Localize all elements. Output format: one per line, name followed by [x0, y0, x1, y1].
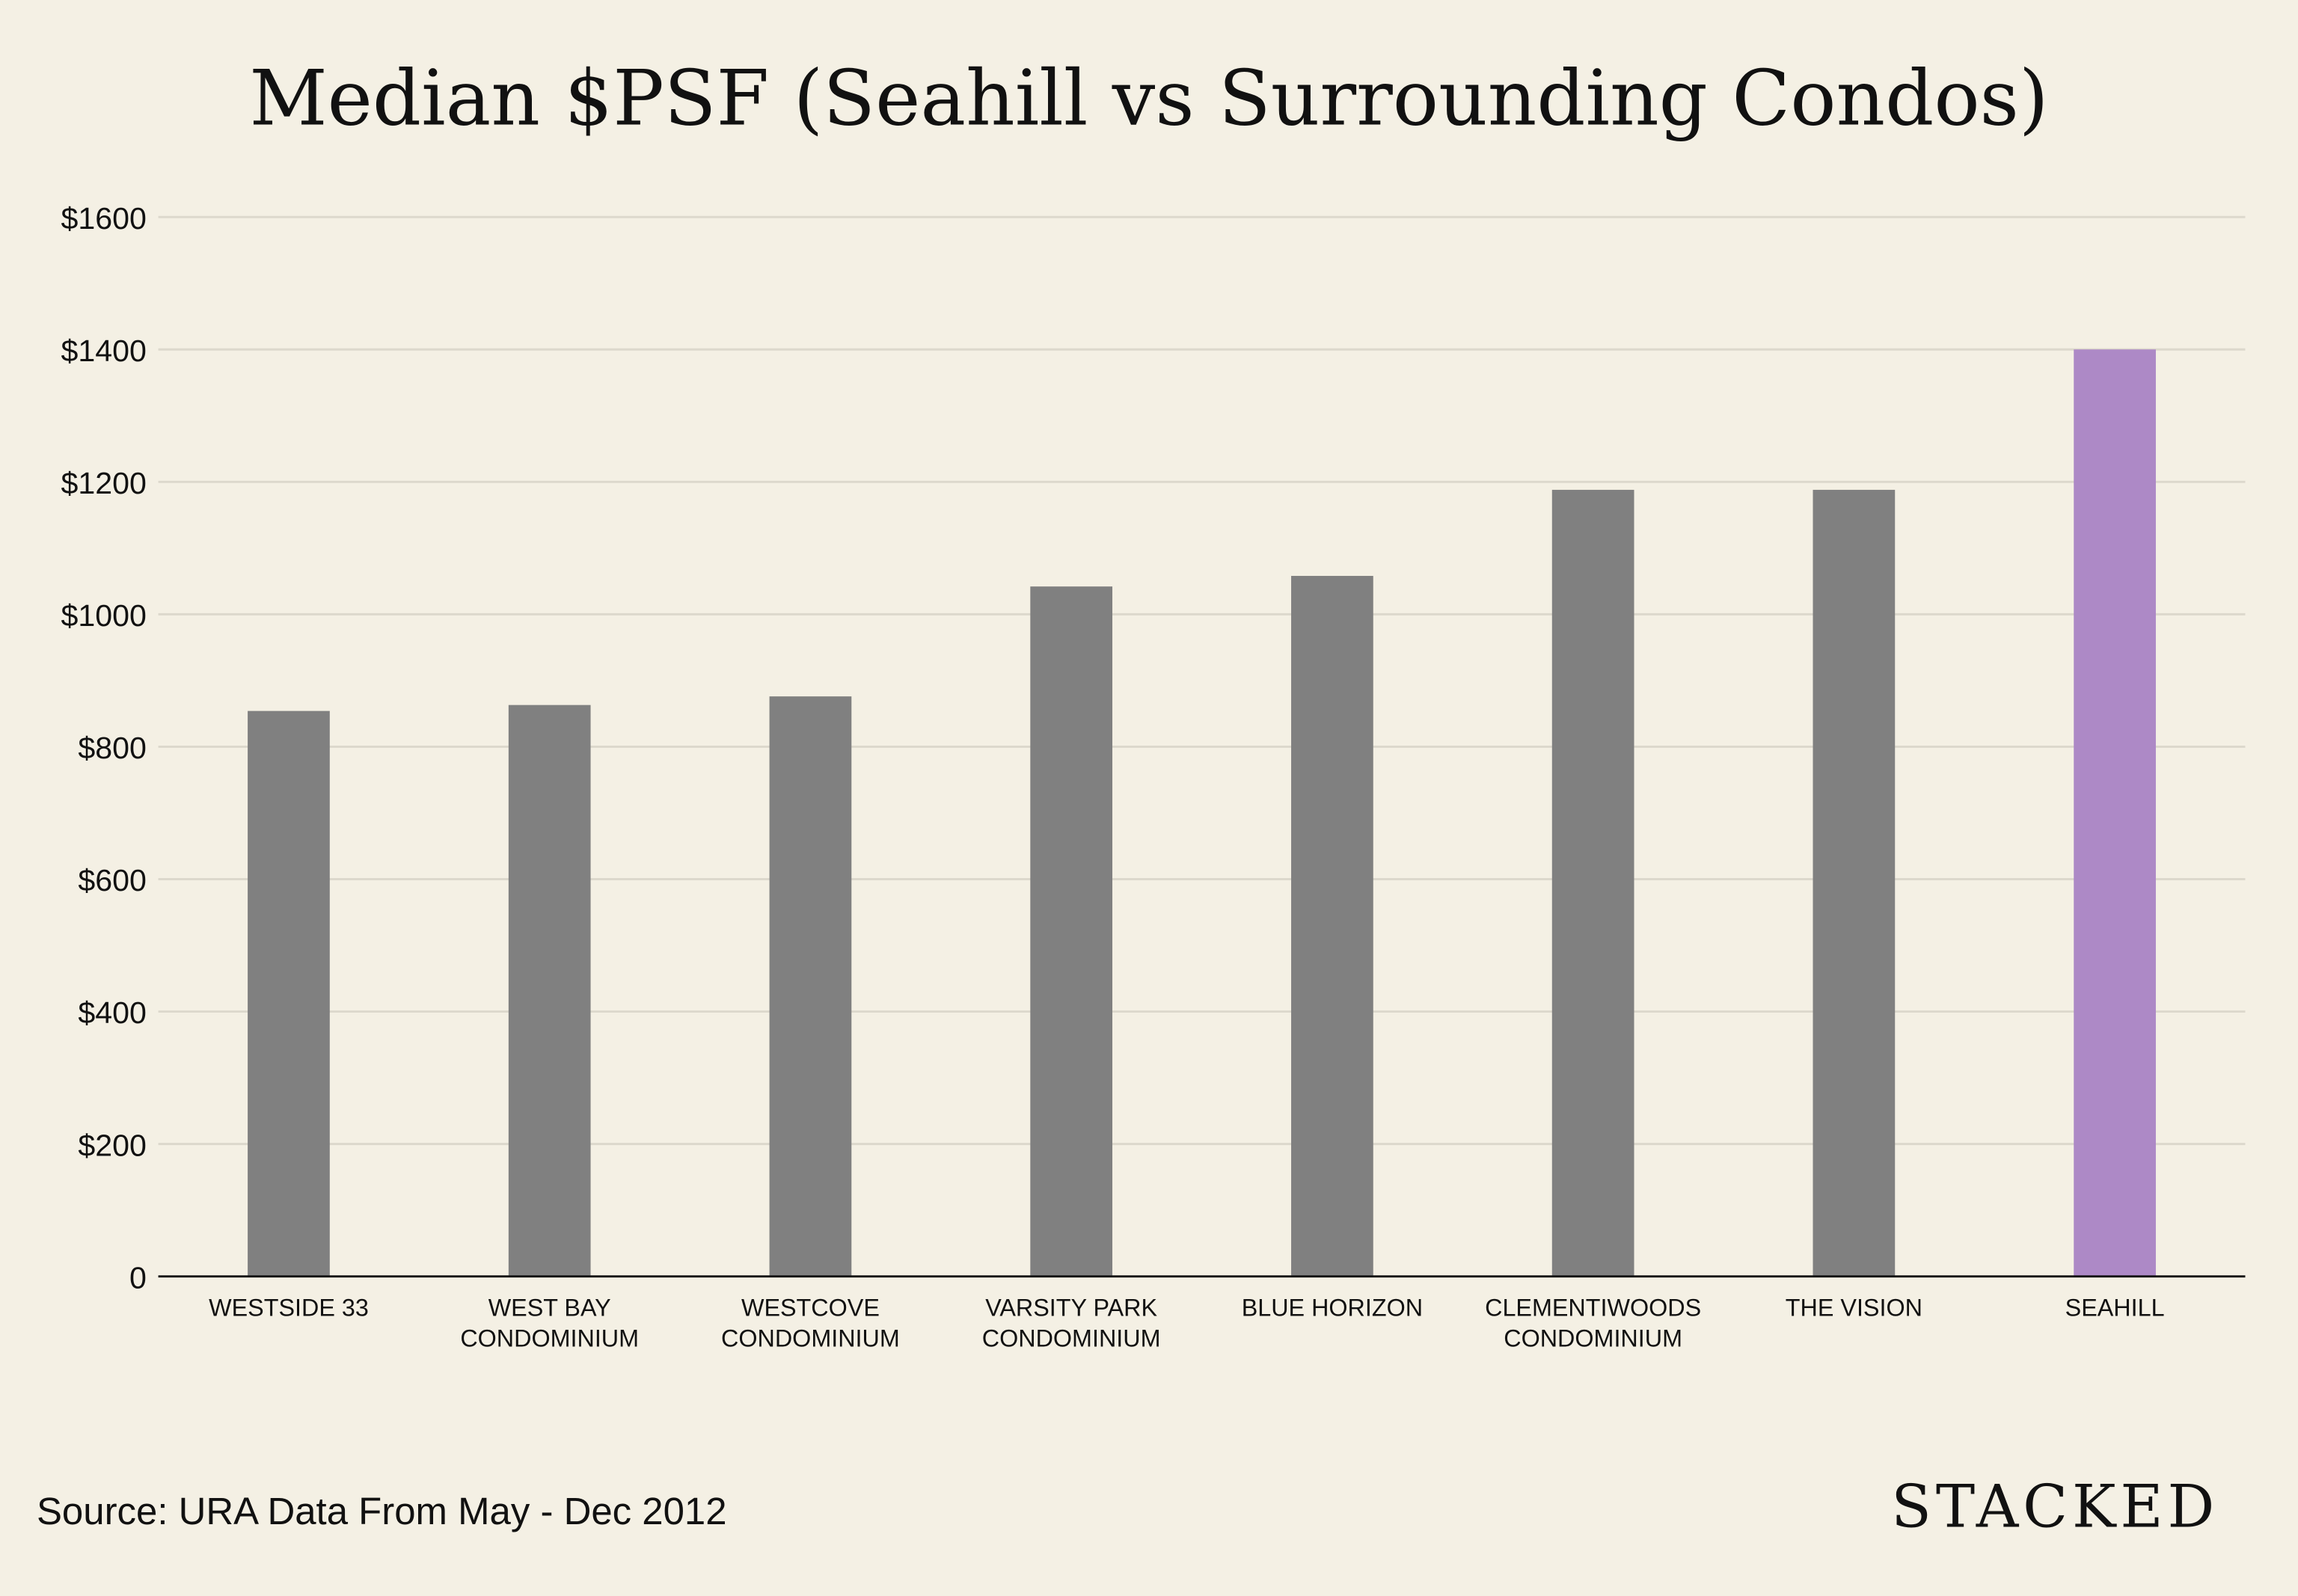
stacked-logo: STACKED	[1891, 1473, 2219, 1541]
x-tick-label: SEAHILL	[2065, 1295, 2165, 1322]
x-tick-label: CONDOMINIUM	[460, 1325, 639, 1352]
y-tick-label: $1600	[61, 201, 147, 236]
x-tick-label: CLEMENTIWOODS	[1485, 1295, 1701, 1322]
y-tick-label: $1400	[61, 334, 147, 368]
x-tick-label: BLUE HORIZON	[1242, 1295, 1423, 1322]
bar	[248, 710, 330, 1277]
y-tick-label: $600	[78, 863, 147, 897]
source-note: Source: URA Data From May - Dec 2012	[37, 1490, 727, 1532]
x-tick-label: VARSITY PARK	[985, 1295, 1157, 1322]
bar	[508, 705, 591, 1277]
y-tick-label: $800	[78, 731, 147, 765]
chart-title: Median $PSF (Seahill vs Surrounding Cond…	[249, 55, 2048, 144]
y-tick-label: $1000	[61, 598, 147, 633]
bar	[1291, 576, 1373, 1277]
bar	[769, 696, 852, 1277]
bar	[2074, 349, 2156, 1277]
x-tick-label: CONDOMINIUM	[982, 1325, 1161, 1352]
x-tick-label: WESTSIDE 33	[209, 1295, 369, 1322]
x-tick-label: WESTCOVE	[741, 1295, 880, 1322]
x-tick-label: WEST BAY	[488, 1295, 611, 1322]
y-tick-label: $200	[78, 1128, 147, 1162]
x-tick-label: CONDOMINIUM	[1504, 1325, 1682, 1352]
y-tick-label: 0	[129, 1260, 147, 1295]
x-tick-label: CONDOMINIUM	[721, 1325, 900, 1352]
bar	[1030, 586, 1113, 1277]
bar	[1551, 489, 1634, 1277]
y-tick-label: $400	[78, 995, 147, 1030]
x-tick-label: THE VISION	[1786, 1295, 1922, 1322]
bar	[1813, 489, 1896, 1277]
y-tick-label: $1200	[61, 466, 147, 500]
